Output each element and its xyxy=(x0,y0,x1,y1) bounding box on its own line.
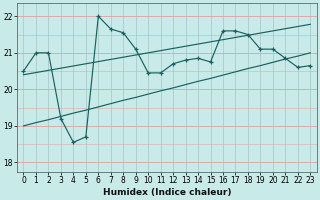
X-axis label: Humidex (Indice chaleur): Humidex (Indice chaleur) xyxy=(103,188,231,197)
